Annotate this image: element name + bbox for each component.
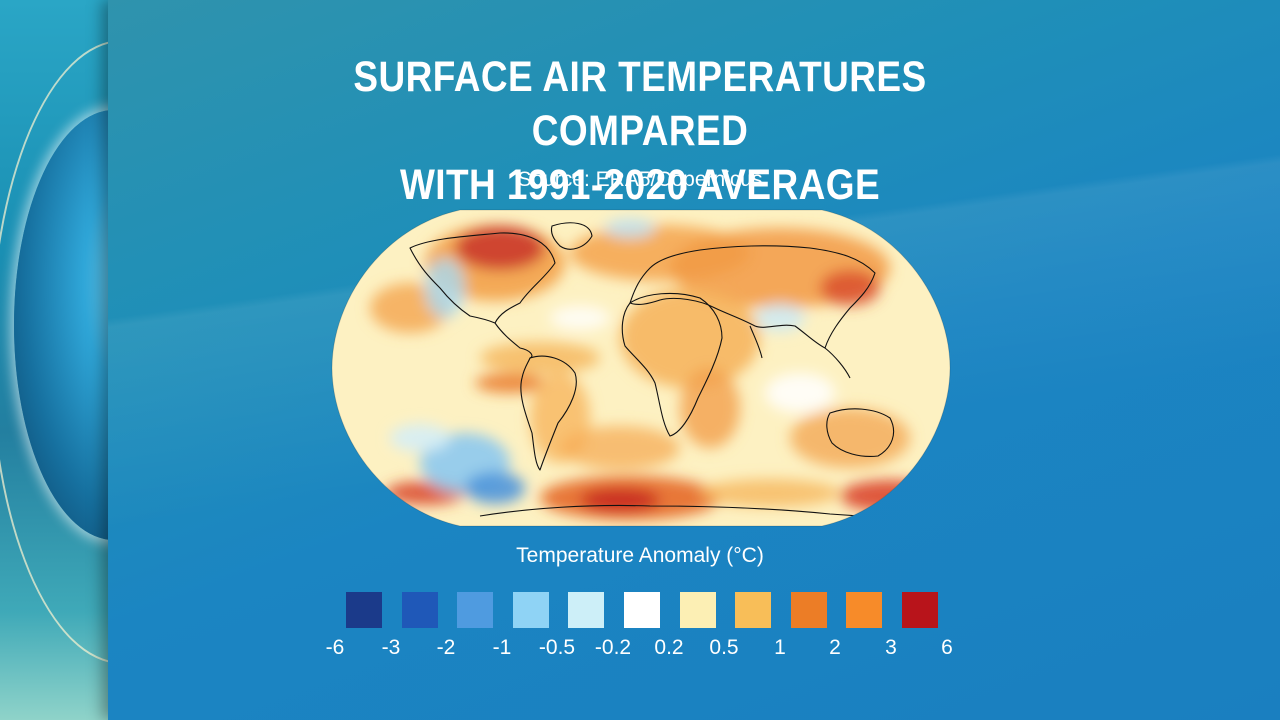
page-title: Surface air temperatures compared with 1… (313, 50, 967, 212)
legend-swatch (457, 592, 493, 628)
legend-swatch (513, 592, 549, 628)
legend-swatch (735, 592, 771, 628)
legend-tick-label: -3 (381, 636, 401, 659)
legend-tick-label: 0.2 (654, 636, 684, 659)
legend-swatch (680, 592, 716, 628)
legend-swatch (791, 592, 827, 628)
legend-swatch (902, 592, 938, 628)
globe-glow-arc (0, 40, 108, 664)
source-label: Source: ERA5/Copernicus (517, 168, 763, 191)
legend-tick-label: -6 (325, 636, 345, 659)
legend-tick-label: 2 (829, 636, 841, 659)
legend-swatch (846, 592, 882, 628)
legend-swatch (568, 592, 604, 628)
title-line-1: Surface air temperatures compared (353, 53, 927, 155)
legend-swatch (624, 592, 660, 628)
world-temperature-anomaly-map (331, 209, 951, 527)
legend-tick-label: 0.5 (709, 636, 739, 659)
legend-swatches (346, 592, 938, 628)
legend-tick-label: 6 (941, 636, 953, 659)
legend-tick-label: 1 (774, 636, 786, 659)
legend-tick-label: -0.2 (594, 636, 632, 659)
legend-title: Temperature Anomaly (°C) (516, 544, 764, 567)
title-line-2: with 1991-2020 average (399, 161, 881, 209)
legend-tick-label: -1 (492, 636, 512, 659)
legend-tick-labels: -6 -3 -2 -1 -0.5 -0.2 0.2 0.5 1 2 3 6 (310, 636, 970, 664)
legend-tick-label: 3 (885, 636, 897, 659)
legend-swatch (346, 592, 382, 628)
legend-swatch (402, 592, 438, 628)
legend-tick-label: -0.5 (538, 636, 576, 659)
legend-tick-label: -2 (436, 636, 456, 659)
background-globe-strip (0, 0, 108, 720)
